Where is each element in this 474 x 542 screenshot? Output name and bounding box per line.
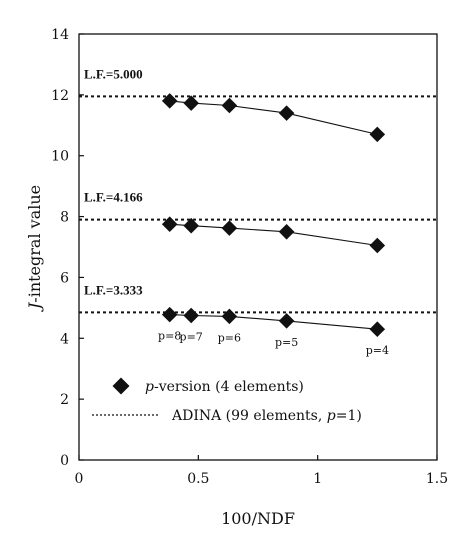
x-tick-label: 0.5 [187, 471, 209, 487]
data-point-diamond [278, 224, 295, 240]
fit-curve [169, 314, 378, 330]
legend: p-version (4 elements) ADINA (99 element… [92, 377, 362, 424]
data-point-diamond [278, 105, 295, 121]
legend-diamond-marker [112, 377, 130, 395]
data-point-diamond [183, 217, 199, 234]
y-axis-label: J-integral value [25, 185, 44, 312]
fit-curve [169, 100, 378, 135]
x-tick-label: 0 [75, 471, 84, 487]
data-points [161, 93, 386, 337]
plot-frame [78, 33, 438, 461]
data-point-diamond [161, 93, 178, 109]
p-label: p=5 [275, 336, 298, 349]
data-point-diamond [161, 306, 178, 323]
p-label: p=7 [180, 330, 203, 343]
data-point-diamond [161, 216, 178, 232]
x-axis-label: 100/NDF [221, 509, 295, 528]
y-tick-label: 2 [60, 392, 69, 408]
x-tick-label: 1.5 [426, 471, 448, 487]
axis-ticks: 0 2 4 6 8 10 12 14 0 0.5 1 1.5 [51, 27, 448, 487]
y-tick-label: 0 [60, 453, 69, 469]
p-label: p=4 [366, 344, 389, 357]
p-label: p=6 [218, 331, 241, 344]
y-axis-label-rest: -integral value [25, 185, 44, 303]
x-tick-label: 1 [313, 471, 322, 487]
data-point-diamond [183, 307, 199, 324]
lf-label: L.F.=4.166 [84, 190, 143, 205]
data-point-diamond [221, 220, 238, 236]
data-point-diamond [183, 95, 199, 111]
y-axis-label-italic: J [25, 301, 44, 312]
y-tick-label: 6 [60, 270, 69, 286]
p-labels: p=8p=7 p=6 p=5 p=4 [158, 330, 389, 358]
data-point-diamond [221, 97, 238, 114]
legend-item-adina: ADINA (99 elements, p=1) [171, 408, 362, 424]
y-tick-label: 12 [51, 88, 69, 104]
y-tick-label: 4 [60, 331, 69, 347]
fit-curve [169, 223, 378, 247]
data-point-diamond [369, 321, 386, 337]
y-tick-label: 10 [51, 149, 69, 165]
y-tick-label: 14 [51, 27, 69, 43]
data-point-diamond [221, 308, 238, 325]
svg-text:J-integral value: J-integral value [25, 185, 44, 312]
data-point-diamond [369, 237, 386, 254]
y-tick-label: 8 [60, 210, 69, 226]
data-point-diamond [278, 313, 295, 329]
legend-item-p-version: p-version (4 elements) [145, 379, 304, 395]
load-factor-labels: L.F.=5.000 L.F.=4.166 L.F.=3.333 [84, 66, 143, 297]
data-point-diamond [369, 126, 386, 143]
p-label: p=8 [158, 330, 181, 343]
lf-label: L.F.=5.000 [84, 66, 143, 81]
fit-curves [169, 100, 378, 330]
lf-label: L.F.=3.333 [84, 282, 143, 297]
